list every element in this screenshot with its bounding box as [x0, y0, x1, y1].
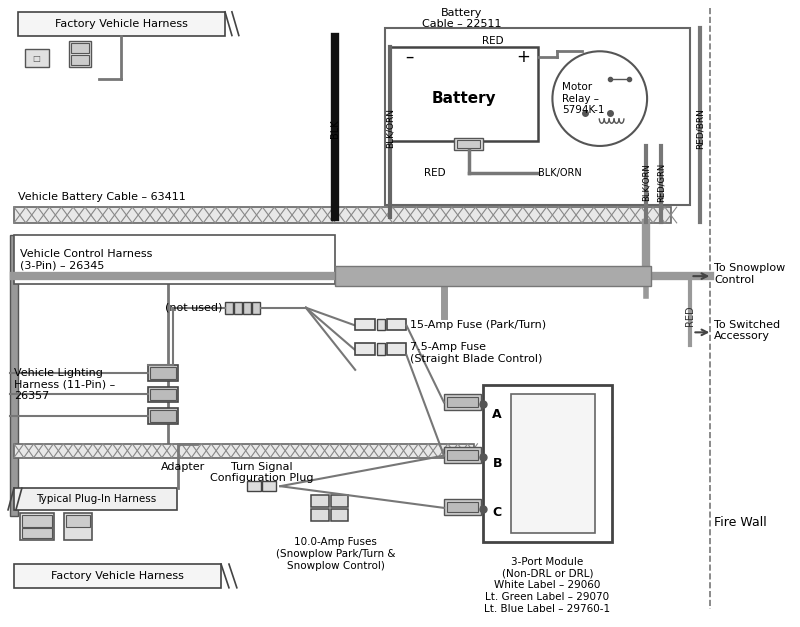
Text: BLK/ORN: BLK/ORN	[642, 164, 650, 201]
Text: Turn Signal
Configuration Plug: Turn Signal Configuration Plug	[210, 461, 314, 483]
Bar	[447, 398, 478, 408]
Text: B: B	[493, 457, 502, 470]
Bar	[71, 43, 89, 53]
Bar	[444, 394, 482, 410]
Text: Factory Vehicle Harness: Factory Vehicle Harness	[55, 19, 188, 29]
Bar	[66, 515, 90, 527]
Bar	[150, 389, 176, 401]
Bar	[330, 495, 348, 507]
Bar	[335, 266, 651, 286]
Text: BLK/ORN: BLK/ORN	[386, 108, 394, 148]
Text: Motor
Relay –
5794K-1: Motor Relay – 5794K-1	[562, 82, 605, 115]
Bar	[390, 47, 538, 141]
Bar	[355, 343, 375, 355]
Text: RED/GRN: RED/GRN	[657, 163, 666, 202]
Text: Typical Plug-In Harness: Typical Plug-In Harness	[36, 494, 156, 504]
Bar	[14, 564, 221, 587]
Text: Fire Wall: Fire Wall	[714, 516, 767, 529]
Bar	[447, 450, 478, 460]
Text: □: □	[33, 54, 41, 63]
Text: 7.5-Amp Fuse
(Straight Blade Control): 7.5-Amp Fuse (Straight Blade Control)	[410, 342, 542, 364]
Bar	[457, 140, 481, 148]
Text: BLK: BLK	[330, 119, 341, 137]
Bar	[386, 319, 406, 330]
Text: –: –	[406, 48, 414, 66]
Text: 3-Port Module
(Non-DRL or DRL)
White Label – 29060
Lt. Green Label – 29070
Lt. B: 3-Port Module (Non-DRL or DRL) White Lab…	[485, 557, 610, 614]
Bar	[150, 410, 176, 422]
Bar	[25, 50, 50, 67]
Text: 15-Amp Fuse (Park/Turn): 15-Amp Fuse (Park/Turn)	[410, 320, 546, 330]
Bar	[377, 343, 385, 355]
Text: To Switched
Accessory: To Switched Accessory	[714, 320, 780, 341]
Bar	[483, 384, 611, 542]
Text: Vehicle Control Harness
(3-Pin) – 26345: Vehicle Control Harness (3-Pin) – 26345	[20, 248, 152, 270]
Bar	[355, 319, 375, 330]
Bar	[14, 444, 474, 458]
Text: Adapter: Adapter	[161, 461, 205, 472]
Text: C: C	[493, 507, 502, 519]
Text: BLK/ORN: BLK/ORN	[538, 167, 582, 177]
Bar	[234, 302, 242, 314]
Text: To Snowplow
Control: To Snowplow Control	[714, 263, 786, 285]
Text: Vehicle Lighting
Harness (11-Pin) –
26357: Vehicle Lighting Harness (11-Pin) – 2635…	[14, 368, 115, 401]
Bar	[262, 482, 276, 491]
Text: Factory Vehicle Harness: Factory Vehicle Harness	[51, 571, 184, 581]
Text: RED/BRN: RED/BRN	[696, 108, 705, 149]
Text: (not used): (not used)	[165, 303, 222, 313]
Bar	[64, 513, 92, 540]
Bar	[225, 302, 233, 314]
Text: Battery
Cable – 22511: Battery Cable – 22511	[422, 8, 502, 29]
Bar	[71, 55, 89, 65]
Bar	[444, 499, 482, 515]
Bar	[10, 234, 18, 516]
Bar	[447, 502, 478, 512]
Bar	[311, 509, 329, 520]
Bar	[18, 12, 225, 36]
Bar	[385, 28, 690, 205]
Text: RED: RED	[424, 167, 446, 177]
Bar	[454, 138, 483, 150]
Bar	[14, 234, 335, 284]
Text: 10.0-Amp Fuses
(Snowplow Park/Turn &
Snowplow Control): 10.0-Amp Fuses (Snowplow Park/Turn & Sno…	[276, 537, 395, 571]
Text: +: +	[516, 48, 530, 66]
Bar	[150, 367, 176, 379]
Bar	[148, 387, 178, 403]
Bar	[444, 447, 482, 463]
Bar	[69, 41, 91, 67]
Text: Battery: Battery	[431, 91, 496, 106]
Bar	[377, 319, 385, 330]
Bar	[14, 207, 670, 223]
Text: A: A	[492, 408, 502, 421]
Bar	[386, 343, 406, 355]
Bar	[148, 408, 178, 424]
Text: RED: RED	[686, 305, 695, 326]
Bar	[252, 302, 259, 314]
Bar	[148, 365, 178, 381]
Bar	[20, 513, 54, 540]
Bar	[242, 302, 250, 314]
Bar	[511, 394, 595, 532]
Bar	[22, 515, 53, 527]
Text: Vehicle Battery Cable – 63411: Vehicle Battery Cable – 63411	[18, 192, 186, 203]
Bar	[22, 527, 53, 539]
Bar	[14, 488, 177, 510]
Text: RED: RED	[482, 36, 504, 46]
Bar	[246, 482, 261, 491]
Bar	[330, 509, 348, 520]
Bar	[311, 495, 329, 507]
